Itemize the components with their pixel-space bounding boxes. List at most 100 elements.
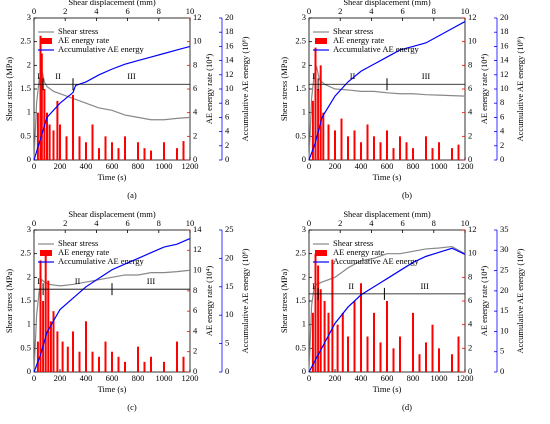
phase-label: II	[350, 71, 356, 81]
y3-tick-label: 12	[225, 69, 234, 79]
ae-rate-bar	[104, 341, 107, 372]
ae-rate-bar	[150, 356, 152, 372]
ae-rate-bar	[319, 289, 322, 372]
ae-rate-bar	[72, 331, 74, 372]
panel-label: (a)	[127, 190, 137, 200]
ae-rate-bar	[373, 136, 375, 160]
x2-tick-label: 8	[432, 218, 436, 228]
y3-tick-label: 16	[225, 40, 234, 50]
legend-swatch	[40, 250, 52, 256]
y2-tick-label: 12	[193, 12, 202, 22]
phase-label: I	[37, 71, 40, 81]
x2-tick-label: 10	[461, 6, 470, 16]
phase-label: I	[37, 276, 40, 286]
x-tick-label: 600	[381, 161, 394, 171]
y2-tick-label: 4	[468, 319, 473, 329]
y3-tick-label: 0	[225, 154, 229, 164]
phase-label: I	[312, 281, 315, 291]
ae-rate-bar	[117, 356, 120, 372]
y-tick-label: 0	[27, 154, 31, 164]
ae-rate-bar	[42, 301, 45, 372]
y3-tick-label: 18	[225, 26, 234, 36]
ae-rate-bar	[176, 341, 178, 372]
x2-tick-label: 4	[369, 218, 374, 228]
ae-rate-bar	[366, 336, 369, 372]
y-axis-label: Shear stress (MPa)	[4, 269, 14, 333]
ae-rate-bar	[322, 112, 325, 160]
ae-rate-bar	[124, 136, 126, 160]
legend-entry: AE energy rate	[333, 35, 385, 45]
ae-rate-bar	[46, 112, 48, 160]
x-tick-label: 800	[132, 161, 145, 171]
ae-rate-bar	[311, 312, 314, 372]
y2-tick-label: 0	[193, 366, 197, 376]
ae-rate-bar	[386, 130, 388, 160]
y-tick-label: 0.5	[20, 130, 31, 140]
x-tick-label: 1000	[156, 161, 173, 171]
x2-tick-label: 10	[186, 6, 195, 16]
ae-rate-bar	[143, 148, 146, 160]
ae-rate-bar	[336, 324, 339, 372]
ae-rate-bar	[327, 124, 330, 160]
x-tick-label: 800	[132, 373, 145, 383]
x2-tick-label: 0	[32, 218, 36, 228]
ae-rate-bar	[392, 348, 395, 372]
y3-tick-label: 2	[500, 140, 504, 150]
ae-rate-bar	[353, 130, 356, 160]
y3-tick-label: 0	[500, 154, 504, 164]
legend-entry: Accumulative AE energy	[58, 44, 145, 54]
x-tick-label: 0	[32, 373, 36, 383]
x2-tick-label: 0	[307, 218, 311, 228]
ae-rate-bar	[65, 136, 68, 160]
phase-label: II	[55, 71, 61, 81]
ae-rate-bar	[98, 148, 100, 160]
x2-tick-label: 2	[338, 218, 342, 228]
y2-axis-label: AE energy rate (10⁴)	[204, 266, 214, 337]
ae-rate-bar	[72, 94, 74, 160]
y2-tick-label: 4	[193, 107, 198, 117]
y2-tick-label: 0	[193, 154, 197, 164]
y2-tick-label: 6	[468, 295, 472, 305]
y-tick-label: 2	[27, 59, 31, 69]
ae-rate-bar	[39, 260, 42, 372]
ae-rate-bar	[425, 342, 427, 372]
y-tick-label: 2	[27, 271, 31, 281]
x2-tick-label: 6	[400, 218, 404, 228]
ae-rate-bar	[111, 351, 113, 372]
y3-tick-label: 0	[500, 366, 504, 376]
ae-rate-bar	[405, 142, 408, 160]
x-tick-label: 1200	[457, 373, 474, 383]
x2-tick-label: 2	[63, 218, 67, 228]
y3-tick-label: 18	[500, 26, 509, 36]
phase-label: II	[348, 281, 354, 291]
ae-rate-bar	[327, 312, 330, 372]
phase-label: III	[127, 71, 136, 81]
legend-entry: Shear stress	[58, 26, 98, 36]
ae-rate-bar	[457, 336, 460, 372]
y2-tick-label: 8	[468, 59, 472, 69]
y3-tick-label: 8	[500, 97, 504, 107]
x2-tick-label: 0	[32, 6, 36, 16]
ae-rate-bar	[182, 356, 185, 372]
x2-tick-label: 2	[338, 6, 342, 16]
x-tick-label: 400	[80, 161, 93, 171]
ae-rate-bar	[334, 130, 336, 160]
ae-rate-bar	[431, 148, 434, 160]
y-tick-label: 3	[27, 224, 31, 234]
legend-swatch	[40, 38, 52, 44]
ae-rate-bar	[412, 312, 414, 372]
x2-tick-label: 4	[94, 218, 99, 228]
y2-tick-label: 12	[468, 224, 477, 234]
y-tick-label: 1	[27, 319, 31, 329]
ae-rate-bar	[111, 142, 113, 160]
x2-tick-label: 10	[186, 218, 195, 228]
y-tick-label: 0.5	[295, 342, 306, 352]
y2-tick-label: 8	[193, 285, 197, 295]
y2-axis-label: AE energy rate (10⁴)	[204, 54, 214, 125]
y-tick-label: 1.5	[295, 83, 306, 93]
ae-rate-bar	[52, 311, 55, 372]
y2-tick-label: 0	[468, 154, 472, 164]
legend-entry: Shear stress	[333, 238, 373, 248]
legend-entry: Accumulative AE energy	[333, 44, 420, 54]
